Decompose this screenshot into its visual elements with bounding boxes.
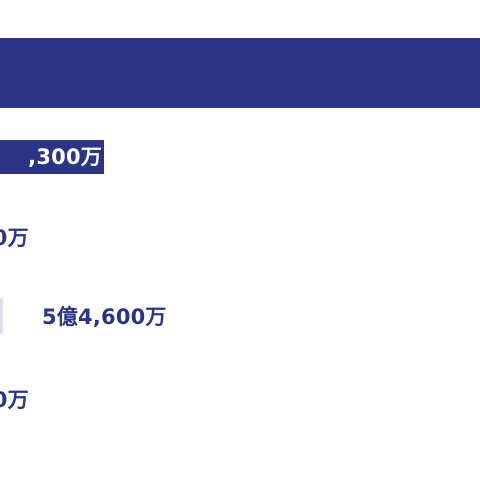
bar-row-4: 00万 <box>0 385 29 415</box>
bar-value-label-4: 00万 <box>0 388 29 412</box>
bar-value-label-3: 5億4,600万 <box>42 305 167 329</box>
bar-value-label-1: ,300万 <box>28 145 102 169</box>
bar-value-label-2: 00万 <box>0 226 29 250</box>
bar-row-2: 00万 <box>0 223 29 253</box>
bar-row-3: 5億4,600万 <box>42 302 167 332</box>
bar-edge-tick <box>0 298 3 334</box>
bar-row-1: ,300万 <box>0 140 104 174</box>
header-bar <box>0 38 480 108</box>
